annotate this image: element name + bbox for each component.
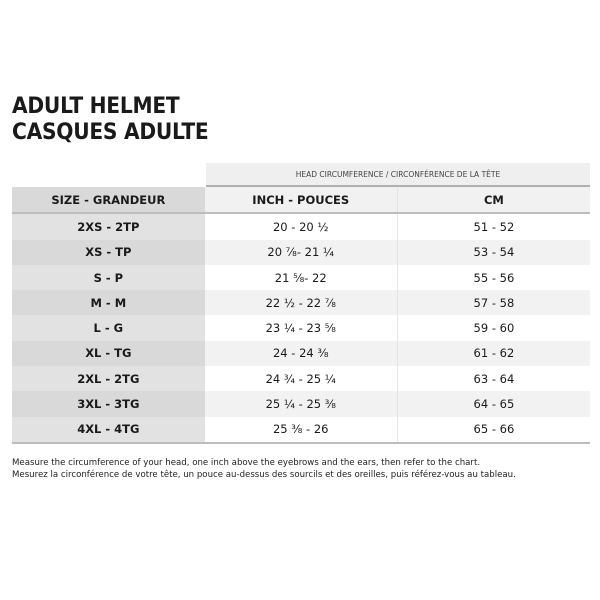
size-cell: XS - TP [12, 239, 205, 265]
cm-cell: 53 - 54 [397, 239, 590, 265]
cm-cell: 59 - 60 [473, 321, 515, 336]
cm-cell: 61 - 62 [397, 340, 590, 367]
cm-cell: 64 - 65 [397, 391, 590, 417]
inch-cell: 24 ¾ - 25 ¼ [204, 366, 398, 392]
title-english: ADULT HELMET [12, 94, 180, 119]
size-cell: 2XS - 2TP [12, 213, 205, 240]
inch-cell: 20 - 20 ½ [204, 213, 398, 240]
group-header: HEAD CIRCUMFERENCE / CIRCONFÉRENCE DE LA… [206, 163, 590, 187]
size-cell: L - G [12, 315, 205, 341]
column-header-size: SIZE - GRANDEUR [12, 187, 205, 215]
page-title: ADULT HELMET CASQUES ADULTE [12, 94, 209, 146]
header-row: SIZE - GRANDEUR INCH - POUCES CM [12, 187, 590, 215]
measurement-note: Measure the circumference of your head, … [12, 457, 516, 481]
inch-cell: 24 - 24 ⅜ [204, 340, 398, 367]
inch-cell: 20 ⅞- 21 ¼ [204, 239, 398, 265]
table-row: L - G 23 ¼ - 23 ⅝ 59 - 60 [12, 315, 590, 341]
table-row: XS - TP 20 ⅞- 21 ¼ 53 - 54 [12, 239, 590, 265]
inch-cell: 23 ¼ - 23 ⅝ [204, 315, 398, 341]
table-row: 4XL - 4TG 25 ⅜ - 26 65 - 66 [12, 416, 590, 444]
size-chart-table: SIZE - GRANDEUR INCH - POUCES CM 2XS - 2… [12, 187, 590, 444]
cm-cell: 65 - 66 [397, 416, 590, 444]
table-row: S - P 21 ⅝- 22 55 - 56 [12, 264, 590, 291]
table-row: 2XL - 2TG 24 ¾ - 25 ¼ 63 - 64 [12, 366, 590, 392]
size-cell: 2XL - 2TG [12, 366, 205, 392]
inch-cell: 21 ⅝- 22 [204, 264, 398, 291]
size-cell: 3XL - 3TG [12, 391, 205, 417]
size-cell: 4XL - 4TG [12, 416, 205, 444]
inch-cell: 22 ½ - 22 ⅞ [204, 290, 398, 316]
size-cell: S - P [12, 264, 205, 291]
table-row: XL - TG 24 - 24 ⅜ 61 - 62 [12, 340, 590, 367]
cm-cell: 51 - 52 [473, 219, 515, 234]
title-french: CASQUES ADULTE [12, 120, 209, 145]
size-cell: M - M [12, 290, 205, 316]
table-row: 3XL - 3TG 25 ¼ - 25 ⅜ 64 - 65 [12, 391, 590, 417]
note-french: Mesurez la circonférence de votre tête, … [12, 470, 516, 480]
column-header-inch: INCH - POUCES [204, 187, 398, 215]
column-header-cm: CM [397, 187, 590, 215]
table-row: M - M 22 ½ - 22 ⅞ 57 - 58 [12, 290, 590, 316]
note-english: Measure the circumference of your head, … [12, 458, 481, 468]
size-cell: XL - TG [12, 340, 205, 367]
cm-cell: 55 - 56 [473, 270, 515, 285]
cm-cell: 63 - 64 [473, 371, 515, 386]
table-row: 2XS - 2TP 20 - 20 ½ 51 - 52 [12, 213, 590, 240]
inch-cell: 25 ⅜ - 26 [204, 416, 398, 444]
inch-cell: 25 ¼ - 25 ⅜ [204, 391, 398, 417]
cm-cell: 57 - 58 [397, 290, 590, 316]
